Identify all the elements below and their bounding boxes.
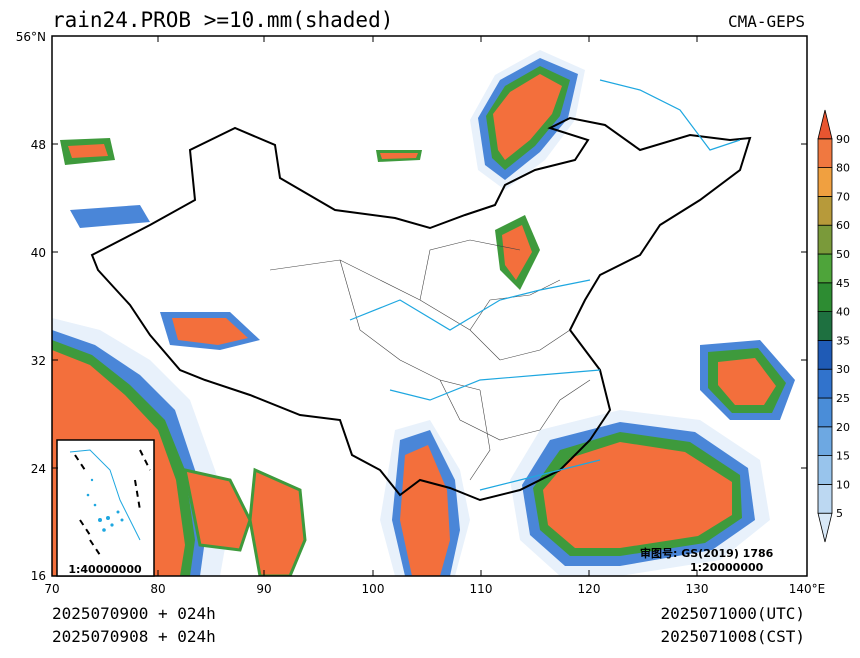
colorbar-label: 30 <box>836 363 850 376</box>
lat-label: 32 <box>31 354 46 368</box>
model-source: CMA-GEPS <box>727 12 805 31</box>
colorbar-label: 40 <box>836 306 850 319</box>
colorbar-label: 10 <box>836 478 850 491</box>
map-frame <box>51 35 808 577</box>
colorbar-label: 50 <box>836 248 850 261</box>
lon-label: 80 <box>150 582 165 596</box>
colorbar-swatch <box>817 426 833 456</box>
valid-time-cst: 2025071008(CST) <box>660 627 806 646</box>
lon-label: 130 <box>686 582 709 596</box>
lon-label: 70 <box>44 582 59 596</box>
map-scale: 1:20000000 <box>690 561 764 574</box>
inset-scale: 1:40000000 <box>68 563 142 576</box>
latitude-axis: 56°N 48 40 32 24 16 <box>16 30 46 583</box>
colorbar-label: 5 <box>836 507 843 520</box>
lon-label: 120 <box>578 582 601 596</box>
colorbar-swatch <box>817 195 833 226</box>
lat-label: 48 <box>31 138 46 152</box>
lon-label: 110 <box>470 582 493 596</box>
longitude-ticks <box>157 36 698 576</box>
colorbar-swatch <box>817 109 833 140</box>
river-lines <box>349 79 741 491</box>
colorbar-label: 35 <box>836 334 850 347</box>
colorbar-swatch <box>817 138 833 169</box>
colorbar-label: 15 <box>836 450 850 463</box>
lon-label: 100 <box>362 582 385 596</box>
lat-label: 40 <box>31 246 46 260</box>
colorbar-label: 80 <box>836 162 850 175</box>
colorbar-swatch <box>817 253 833 284</box>
colorbar-label: 45 <box>836 277 850 290</box>
lon-label: 90 <box>256 582 271 596</box>
province-lines <box>269 239 591 481</box>
colorbar-label: 90 <box>836 133 850 146</box>
colorbar-swatch <box>817 339 833 370</box>
colorbar-swatch <box>817 483 833 514</box>
colorbar-swatch <box>817 282 833 312</box>
lat-label: 16 <box>31 569 46 583</box>
colorbar-swatch <box>817 397 833 428</box>
colorbar-label: 70 <box>836 190 850 203</box>
colorbar-swatch <box>817 368 833 399</box>
init-time-utc: 2025070900 + 024h <box>52 604 216 623</box>
colorbar-swatch <box>817 224 833 255</box>
colorbar-label: 20 <box>836 421 850 434</box>
china-border <box>90 116 752 502</box>
latitude-ticks <box>52 143 807 469</box>
colorbar-swatch <box>817 455 833 485</box>
colorbar-swatch <box>817 167 833 197</box>
map-title: rain24.PROB >=10.mm(shaded) <box>52 8 394 32</box>
lat-label: 24 <box>31 462 46 476</box>
inset-map: 1:40000000 <box>56 439 155 577</box>
colorbar-label: 25 <box>836 392 850 405</box>
probability-shading <box>52 50 795 576</box>
valid-time-utc: 2025071000(UTC) <box>660 604 806 623</box>
lon-label: 140°E <box>789 582 826 596</box>
colorbar-swatch <box>817 512 833 543</box>
colorbar-label: 60 <box>836 219 850 232</box>
init-time-cst: 2025070908 + 024h <box>52 627 216 646</box>
colorbar-swatch <box>817 311 833 341</box>
lat-label: 56°N <box>16 30 46 44</box>
map-review-number: 审图号: GS(2019) 1786 <box>640 546 774 560</box>
longitude-axis: 70 80 90 100 110 120 130 140°E <box>44 582 825 596</box>
colorbar: 5 10 15 20 25 30 35 40 45 50 60 70 80 90 <box>817 109 850 543</box>
